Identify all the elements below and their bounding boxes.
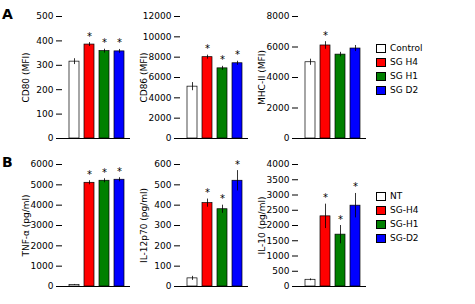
- svg-text:IL-12p70 (pg/ml): IL-12p70 (pg/ml): [139, 188, 149, 263]
- svg-text:3000: 3000: [267, 190, 290, 200]
- svg-text:*: *: [117, 37, 122, 48]
- html-text:Control: Control: [390, 43, 423, 53]
- svg-text:*: *: [235, 49, 240, 60]
- svg-text:*: *: [102, 167, 107, 178]
- svg-text:*: *: [205, 43, 210, 54]
- svg-text:*: *: [353, 181, 358, 192]
- svg-text:1000: 1000: [31, 261, 54, 271]
- svg-text:6000: 6000: [31, 159, 54, 169]
- html-text:SG-H1: SG-H1: [390, 219, 419, 229]
- svg-text:*: *: [220, 193, 225, 204]
- svg-text:500: 500: [154, 180, 171, 190]
- svg-text:TNF-α (pg/ml): TNF-α (pg/ml): [21, 194, 31, 257]
- svg-text:300: 300: [154, 220, 171, 230]
- svg-text:*: *: [87, 169, 92, 180]
- svg-text:100: 100: [154, 261, 171, 271]
- svg-text:2000: 2000: [267, 103, 290, 113]
- svg-text:1000: 1000: [267, 251, 290, 261]
- svg-text:400: 400: [154, 200, 171, 210]
- svg-text:*: *: [323, 192, 328, 203]
- svg-text:*: *: [235, 159, 240, 170]
- svg-text:8000: 8000: [149, 52, 172, 62]
- svg-text:300: 300: [36, 60, 53, 70]
- html-text:SG H4: SG H4: [390, 57, 418, 67]
- svg-text:3500: 3500: [267, 175, 290, 185]
- svg-text:200: 200: [154, 241, 171, 251]
- svg-text:500: 500: [36, 11, 53, 21]
- svg-text:4000: 4000: [31, 200, 54, 210]
- svg-text:200: 200: [36, 85, 53, 95]
- svg-text:0: 0: [166, 281, 172, 291]
- svg-text:4000: 4000: [149, 93, 172, 103]
- svg-text:2000: 2000: [267, 220, 290, 230]
- svg-text:*: *: [205, 187, 210, 198]
- svg-text:2000: 2000: [31, 241, 54, 251]
- html-text:SG H1: SG H1: [390, 71, 418, 81]
- svg-text:3000: 3000: [31, 220, 54, 230]
- svg-text:0: 0: [48, 281, 54, 291]
- svg-text:*: *: [220, 54, 225, 65]
- svg-text:6000: 6000: [149, 72, 172, 82]
- html-text:SG-D2: SG-D2: [390, 233, 419, 243]
- svg-text:*: *: [117, 166, 122, 177]
- svg-text:6000: 6000: [267, 42, 290, 52]
- svg-text:*: *: [102, 37, 107, 48]
- svg-text:0: 0: [284, 281, 290, 291]
- svg-text:CD86 (MFI): CD86 (MFI): [139, 52, 149, 102]
- svg-text:8000: 8000: [267, 11, 290, 21]
- html-text:SG D2: SG D2: [390, 85, 419, 95]
- svg-text:100: 100: [36, 109, 53, 119]
- svg-text:*: *: [338, 214, 343, 225]
- svg-text:4000: 4000: [267, 159, 290, 169]
- html-text:A: A: [2, 6, 13, 22]
- svg-text:1500: 1500: [267, 236, 290, 246]
- svg-text:0: 0: [284, 133, 290, 143]
- svg-text:600: 600: [154, 159, 171, 169]
- svg-text:*: *: [323, 30, 328, 41]
- svg-text:0: 0: [48, 133, 54, 143]
- svg-text:4000: 4000: [267, 72, 290, 82]
- svg-text:IL-10 (pg/ml): IL-10 (pg/ml): [257, 197, 267, 255]
- svg-text:2500: 2500: [267, 205, 290, 215]
- svg-text:*: *: [87, 31, 92, 42]
- svg-text:5000: 5000: [31, 180, 54, 190]
- html-text:NT: NT: [390, 191, 403, 201]
- html-text:B: B: [2, 154, 13, 170]
- svg-text:12000: 12000: [143, 11, 172, 21]
- svg-text:500: 500: [272, 266, 289, 276]
- html-text:SG-H4: SG-H4: [390, 205, 419, 215]
- svg-text:2000: 2000: [149, 113, 172, 123]
- svg-text:MHC-II (MFI): MHC-II (MFI): [257, 50, 267, 105]
- svg-text:400: 400: [36, 36, 53, 46]
- svg-text:CD80 (MFI): CD80 (MFI): [21, 52, 31, 102]
- svg-text:10000: 10000: [143, 32, 172, 42]
- svg-text:0: 0: [166, 133, 172, 143]
